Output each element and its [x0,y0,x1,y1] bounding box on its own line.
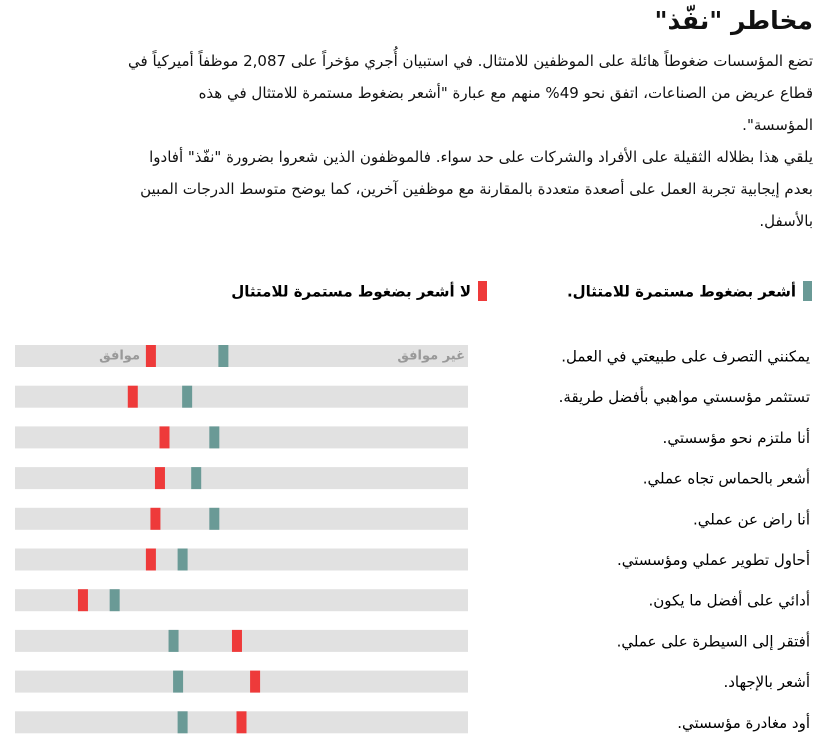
dot-mark [191,467,202,490]
dot-mark [154,467,165,490]
row-label: أشعر بالإجهاد. [723,672,810,691]
dot-mark [159,426,170,449]
track [15,548,468,571]
dot-mark [209,426,220,449]
dot-mark [109,589,120,612]
dot-mark [127,385,138,408]
chart-title: مخاطر "نفّذ" [654,6,813,35]
row-label: يمكنني التصرف على طبيعتي في العمل. [561,348,810,367]
track [15,345,468,367]
dot-mark [77,589,88,612]
dot-mark [231,629,242,652]
track [15,507,468,530]
dot-mark [150,507,161,530]
legend-swatch [478,281,487,301]
legend-swatch [803,281,812,301]
dot-mark [209,507,220,530]
row-label: تستثمر مؤسستي مواهبي بأفضل طريقة. [559,386,810,407]
scale-label: موافق [99,349,140,364]
dot-mark [145,345,156,367]
row-label: أنا راض عن عملي. [693,509,810,529]
track [15,589,468,612]
track [15,385,468,408]
scale-label: غير موافق [397,349,465,364]
row-label: أدائي على أفضل ما يكون. [649,591,810,611]
row-label: أشعر بالحماس تجاه عملي. [643,469,810,489]
dot-mark [250,670,261,693]
row-label: أود مغادرة مؤسستي. [677,713,810,733]
track [15,426,468,449]
dot-mark [145,548,156,571]
track [15,467,468,490]
dot-mark [236,711,247,734]
dot-mark [173,670,184,693]
track [15,670,468,693]
paragraph: يلقي هذا بظلاله الثقيلة على الأفراد والش… [140,148,813,230]
dot-mark [177,548,188,571]
dot-mark [182,385,193,408]
dot-mark [168,629,179,652]
header: مخاطر "نفّذ" تضع المؤسسات ضغوطاً هائلة ع… [123,6,813,237]
legend-label: لا أشعر بضغوط مستمرة للامتثال [231,282,471,301]
legend-label: أشعر بضغوط مستمرة للامتثال. [567,282,796,301]
row-label: أفتقر إلى السيطرة على عملي. [617,631,810,651]
dot-mark [177,711,188,734]
dot-mark [218,345,229,367]
row-label: أنا ملتزم نحو مؤسستي. [663,428,810,448]
paragraph: تضع المؤسسات ضغوطاً هائلة على الموظفين ل… [128,52,813,134]
row-label: أحاول تطوير عملي ومؤسستي. [617,550,810,570]
